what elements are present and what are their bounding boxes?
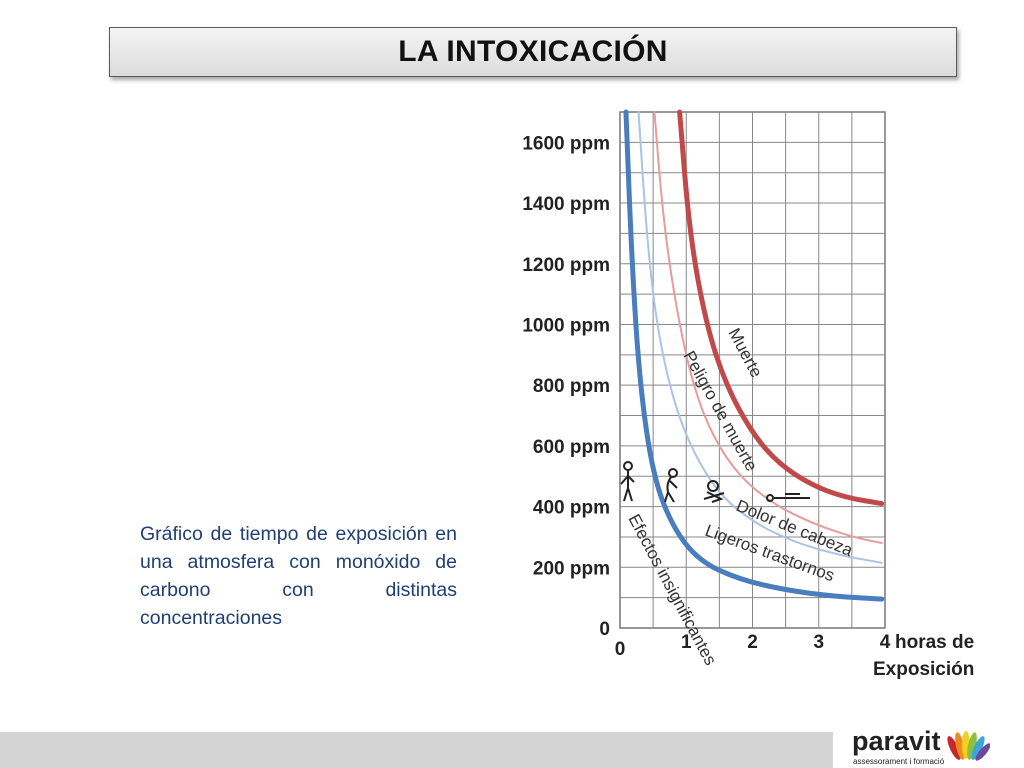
chart-grid	[619, 111, 886, 629]
y-tick-label: 600 ppm	[533, 437, 610, 458]
x-tick-label: 1	[681, 632, 692, 653]
curve-ligeros-trastornos	[637, 111, 883, 564]
chart-curves	[623, 109, 885, 602]
x-tick-label: 0	[615, 639, 626, 660]
x-axis-label-line1: horas de	[895, 632, 974, 653]
fan-logo-icon	[947, 731, 990, 761]
y-tick-label: 200 ppm	[533, 558, 610, 579]
page-title: LA INTOXICACIÓN	[398, 35, 668, 68]
y-tick-label: 0	[599, 619, 610, 640]
logo-tagline: assessorament i formació	[853, 757, 945, 766]
title-box: LA INTOXICACIÓN	[109, 27, 957, 77]
standing-person-icon	[620, 461, 635, 502]
logo-wordmark: paravit	[852, 726, 941, 756]
x-axis-label-line2: Exposición	[873, 659, 974, 680]
curve-dolor-de-cabeza	[653, 111, 883, 545]
y-tick-labels: 0 200 ppm 400 ppm 600 ppm 800 ppm 1000 ppm 120…	[522, 133, 610, 640]
x-tick-label: 4	[880, 632, 891, 653]
y-tick-label: 1400 ppm	[522, 194, 610, 215]
curve-efectos-insignificantes	[623, 109, 885, 602]
y-tick-label: 1000 ppm	[522, 315, 610, 336]
x-tick-label: 3	[813, 632, 824, 653]
curve-muerte	[677, 109, 885, 507]
y-tick-label: 1200 ppm	[522, 255, 610, 276]
hunched-person-icon	[664, 468, 678, 503]
x-tick-labels: 0 1 2 3 4 horas de Exposición	[615, 632, 975, 680]
y-tick-label: 1600 ppm	[522, 133, 610, 154]
footer-bar	[0, 732, 833, 768]
x-tick-label: 2	[747, 632, 758, 653]
kneeling-person-icon	[703, 480, 725, 503]
chart-caption: Gráfico de tiempo de exposición en una a…	[140, 523, 457, 629]
lying-person-icon	[766, 493, 810, 502]
y-tick-label: 800 ppm	[533, 376, 610, 397]
y-tick-label: 400 ppm	[533, 498, 610, 519]
paravit-logo: paravit assessorament i formació	[852, 726, 1002, 766]
